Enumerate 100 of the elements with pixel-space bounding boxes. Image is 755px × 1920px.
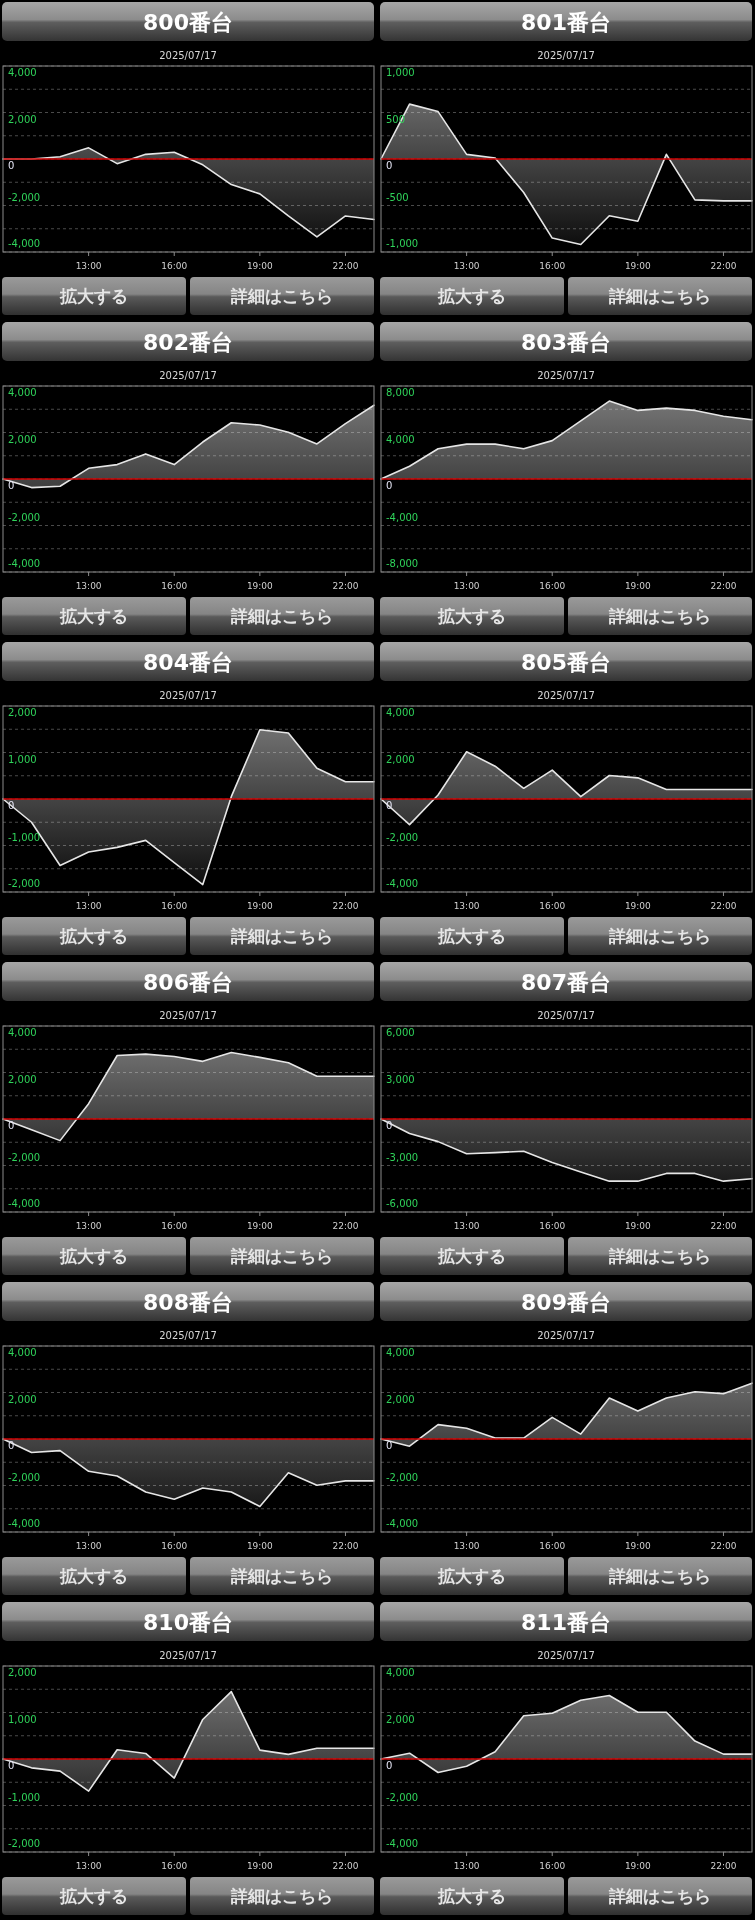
x-tick-label: 22:00 xyxy=(710,901,737,911)
text: 拡大する xyxy=(59,1246,128,1266)
x-tick-label: 22:00 xyxy=(332,1861,359,1871)
text: 拡大する xyxy=(437,606,506,626)
text: 詳細はこちら xyxy=(230,926,333,946)
x-tick-label: 16:00 xyxy=(161,901,188,911)
y-tick-label: 0 xyxy=(8,1760,15,1772)
y-tick-label: -4,000 xyxy=(386,1518,419,1529)
chart-subtitle: 2025/07/17 xyxy=(537,49,595,61)
chart-title: 801番台 xyxy=(521,9,611,35)
chart-subtitle: 2025/07/17 xyxy=(537,1009,595,1021)
chart-subtitle: 2025/07/17 xyxy=(537,369,595,381)
y-tick-label: 1,000 xyxy=(8,753,37,765)
y-tick-label: -4,000 xyxy=(8,1198,41,1209)
text: 詳細はこちら xyxy=(608,1886,711,1906)
y-tick-label: -2,000 xyxy=(8,511,41,523)
y-tick-label: 1,000 xyxy=(386,67,415,79)
y-tick-label: 0 xyxy=(386,480,393,492)
text: 詳細はこちら xyxy=(608,286,711,306)
x-tick-label: 13:00 xyxy=(453,901,480,911)
y-tick-label: 2,000 xyxy=(8,1073,37,1085)
x-tick-label: 16:00 xyxy=(539,901,566,911)
x-tick-label: 19:00 xyxy=(246,581,274,591)
x-tick-label: 19:00 xyxy=(624,1861,652,1871)
chart-title: 803番台 xyxy=(521,329,611,355)
y-tick-label: 3,000 xyxy=(386,1073,415,1085)
y-tick-label: -2,000 xyxy=(8,1471,41,1483)
y-tick-label: 0 xyxy=(8,1120,15,1132)
x-tick-label: 19:00 xyxy=(246,1221,274,1231)
y-tick-label: -4,000 xyxy=(8,558,41,569)
y-tick-label: 0 xyxy=(8,1440,15,1452)
x-tick-label: 22:00 xyxy=(332,901,359,911)
x-tick-label: 19:00 xyxy=(624,1221,652,1231)
text: 拡大する xyxy=(437,926,506,946)
y-tick-label: 2,000 xyxy=(386,753,415,765)
x-tick-label: 19:00 xyxy=(246,1861,274,1871)
x-tick-label: 19:00 xyxy=(246,1541,274,1551)
y-tick-label: -1,000 xyxy=(8,831,41,843)
text: 詳細はこちら xyxy=(230,1246,333,1266)
chart-title: 808番台 xyxy=(143,1289,233,1315)
x-tick-label: 16:00 xyxy=(161,1861,188,1871)
x-tick-label: 16:00 xyxy=(161,1221,188,1231)
text: 詳細はこちら xyxy=(608,1246,711,1266)
y-tick-label: -8,000 xyxy=(386,558,419,569)
text: 詳細はこちら xyxy=(230,1886,333,1906)
y-tick-label: 4,000 xyxy=(386,707,415,719)
chart-title: 805番台 xyxy=(521,649,611,675)
chart-subtitle: 2025/07/17 xyxy=(537,1329,595,1341)
x-tick-label: 16:00 xyxy=(161,261,188,271)
y-tick-label: -2,000 xyxy=(8,191,41,203)
x-tick-label: 19:00 xyxy=(246,901,274,911)
x-tick-label: 13:00 xyxy=(453,1541,480,1551)
y-tick-label: -4,000 xyxy=(8,1518,41,1529)
y-tick-label: 1,000 xyxy=(8,1713,37,1725)
x-tick-label: 19:00 xyxy=(624,901,652,911)
chart-title: 810番台 xyxy=(143,1609,233,1635)
x-tick-label: 13:00 xyxy=(453,1221,480,1231)
x-tick-label: 13:00 xyxy=(453,261,480,271)
x-tick-label: 22:00 xyxy=(710,261,737,271)
text: 詳細はこちら xyxy=(230,606,333,626)
text: 拡大する xyxy=(59,926,128,946)
chart-title: 806番台 xyxy=(143,969,233,995)
chart-subtitle: 2025/07/17 xyxy=(159,689,217,701)
x-tick-label: 22:00 xyxy=(332,261,359,271)
y-tick-label: -4,000 xyxy=(386,1838,419,1849)
y-tick-label: 4,000 xyxy=(386,433,415,445)
x-tick-label: 19:00 xyxy=(624,261,652,271)
x-tick-label: 13:00 xyxy=(75,1861,102,1871)
text: 拡大する xyxy=(437,286,506,306)
y-tick-label: 2,000 xyxy=(8,1393,37,1405)
y-tick-label: -2,000 xyxy=(386,831,419,843)
x-tick-label: 22:00 xyxy=(332,1221,359,1231)
text: 拡大する xyxy=(59,606,128,626)
x-tick-label: 16:00 xyxy=(539,1221,566,1231)
text: 詳細はこちら xyxy=(608,926,711,946)
chart-title: 811番台 xyxy=(521,1609,611,1635)
text: 拡大する xyxy=(59,1566,128,1586)
y-tick-label: 2,000 xyxy=(8,707,37,719)
x-tick-label: 13:00 xyxy=(75,581,102,591)
y-tick-label: -2,000 xyxy=(8,878,41,889)
text: 拡大する xyxy=(437,1886,506,1906)
x-tick-label: 13:00 xyxy=(75,901,102,911)
chart-subtitle: 2025/07/17 xyxy=(159,369,217,381)
y-tick-label: 2,000 xyxy=(8,113,37,125)
y-tick-label: 0 xyxy=(386,160,393,172)
x-tick-label: 19:00 xyxy=(624,1541,652,1551)
x-tick-label: 22:00 xyxy=(710,1861,737,1871)
y-tick-label: 0 xyxy=(8,480,15,492)
x-tick-label: 16:00 xyxy=(539,261,566,271)
y-tick-label: -2,000 xyxy=(386,1471,419,1483)
y-tick-label: 0 xyxy=(386,1440,393,1452)
chart-subtitle: 2025/07/17 xyxy=(159,1649,217,1661)
y-tick-label: 2,000 xyxy=(8,1667,37,1679)
x-tick-label: 22:00 xyxy=(710,1541,737,1551)
y-tick-label: -6,000 xyxy=(386,1198,419,1209)
x-tick-label: 13:00 xyxy=(75,261,102,271)
y-tick-label: 4,000 xyxy=(386,1347,415,1359)
x-tick-label: 13:00 xyxy=(75,1541,102,1551)
y-tick-label: 0 xyxy=(8,160,15,172)
x-tick-label: 16:00 xyxy=(161,1541,188,1551)
